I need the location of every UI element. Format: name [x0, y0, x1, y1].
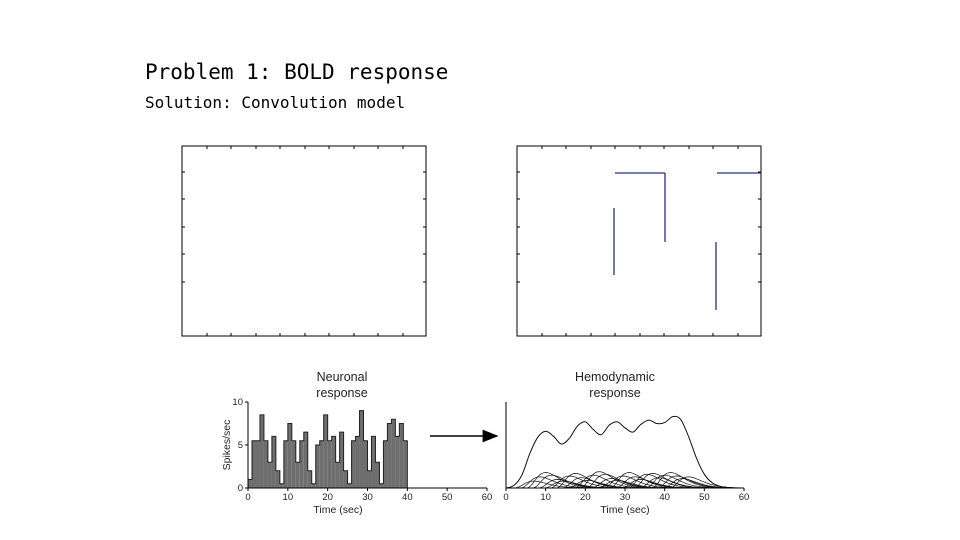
empty-panel-left: [181, 145, 427, 337]
hrf-component-curve: [650, 472, 723, 489]
neuronal-bar: [335, 462, 340, 488]
neuronal-x-tick-label: 0: [245, 492, 250, 503]
neuronal-bar: [395, 436, 400, 488]
neuronal-y-tick-label: 0: [238, 483, 243, 494]
neuronal-bar: [327, 440, 332, 488]
hemodynamic-x-tick-label: 20: [580, 492, 591, 503]
neuronal-x-tick-label: 40: [402, 492, 413, 503]
neuronal-bar: [295, 462, 300, 488]
neuronal-bar: [359, 410, 364, 488]
neuronal-bar: [275, 470, 280, 488]
neuronal-bar: [271, 436, 276, 488]
neuronal-x-tick-label: 50: [442, 492, 453, 503]
hemodynamic-x-axis-label: Time (sec): [600, 504, 649, 516]
hrf-component-curve: [620, 479, 693, 489]
neuronal-bar: [331, 436, 336, 488]
slide-title: Problem 1: BOLD response: [145, 60, 449, 84]
neuronal-bar: [375, 462, 380, 488]
neuronal-x-axis-label: Time (sec): [313, 504, 362, 516]
neuronal-bar: [391, 419, 396, 488]
neuronal-bar: [383, 440, 388, 488]
hemodynamic-title-line-1: Hemodynamic: [575, 370, 655, 384]
neuronal-bar: [371, 436, 376, 488]
neuronal-bar: [323, 414, 328, 488]
neuronal-outline: [247, 410, 408, 488]
hrf-component-curve: [519, 476, 592, 489]
hemodynamic-x-tick-label: 10: [540, 492, 551, 503]
hemodynamic-x-tick-label: 0: [503, 492, 508, 503]
stimulus-panel-right: [516, 145, 762, 337]
neuronal-bar: [279, 483, 284, 488]
hrf-component-curve: [573, 474, 645, 489]
neuronal-x-tick-label: 10: [283, 492, 294, 503]
neuronal-bar: [311, 483, 316, 488]
neuronal-bar: [319, 440, 324, 488]
hrf-component-curve: [626, 473, 699, 489]
neuronal-bar: [307, 470, 312, 488]
hemodynamic-x-tick-label: 30: [620, 492, 631, 503]
neuronal-bar: [291, 440, 296, 488]
neuronal-response-chart: Neuronal response 0 10 20 30 40 50 60 0 5 10 Spik…: [221, 370, 492, 516]
slide-subtitle: Solution: Convolution model: [145, 93, 406, 112]
neuronal-bar: [315, 445, 320, 488]
neuronal-x-tick-label: 60: [482, 492, 493, 503]
neuronal-bar: [255, 440, 260, 488]
neuronal-bar: [259, 414, 264, 488]
neuronal-bar: [387, 423, 392, 488]
neuronal-y-axis-label: Spikes/sec: [221, 420, 233, 471]
hrf-component-curve: [644, 474, 717, 489]
hrf-component-curve: [549, 475, 622, 489]
neuronal-bar: [267, 462, 272, 488]
hemodynamic-response-chart: Hemodynamic response 0 10 20 30 40 50 60 Time …: [503, 370, 749, 516]
neuronal-bar: [287, 423, 292, 488]
neuronal-bar: [248, 479, 252, 488]
neuronal-bar: [251, 440, 256, 488]
hemodynamic-x-tick-label: 40: [659, 492, 670, 503]
neuronal-title-line-2: response: [316, 386, 367, 400]
neuronal-bar: [339, 432, 344, 488]
neuronal-y-tick-label: 5: [238, 440, 243, 451]
neuronal-bar: [343, 470, 348, 488]
neuronal-bar: [355, 436, 360, 488]
hrf-component-curve: [638, 477, 711, 489]
neuronal-bar: [399, 423, 404, 488]
hemodynamic-x-tick-label: 50: [699, 492, 710, 503]
neuronal-x-tick-label: 30: [362, 492, 373, 503]
neuronal-y-tick-label: 10: [232, 397, 243, 408]
neuronal-bar: [363, 440, 368, 488]
bold-sum-curve: [505, 415, 745, 489]
neuronal-bar: [351, 440, 356, 488]
neuronal-bar: [403, 440, 408, 488]
hemodynamic-title-line-2: response: [589, 386, 640, 400]
neuronal-bar: [379, 483, 384, 488]
neuronal-bar: [263, 440, 268, 488]
neuronal-title-line-1: Neuronal: [317, 370, 368, 384]
neuronal-bar: [367, 470, 372, 488]
neuronal-bar: [347, 483, 352, 488]
neuronal-bar: [299, 440, 304, 488]
hemodynamic-x-tick-label: 60: [739, 492, 750, 503]
neuronal-x-tick-label: 20: [322, 492, 333, 503]
neuronal-bar: [303, 432, 308, 488]
hrf-component-curve: [662, 478, 735, 489]
hrf-component-curve: [603, 475, 675, 489]
neuronal-bar: [283, 440, 288, 488]
